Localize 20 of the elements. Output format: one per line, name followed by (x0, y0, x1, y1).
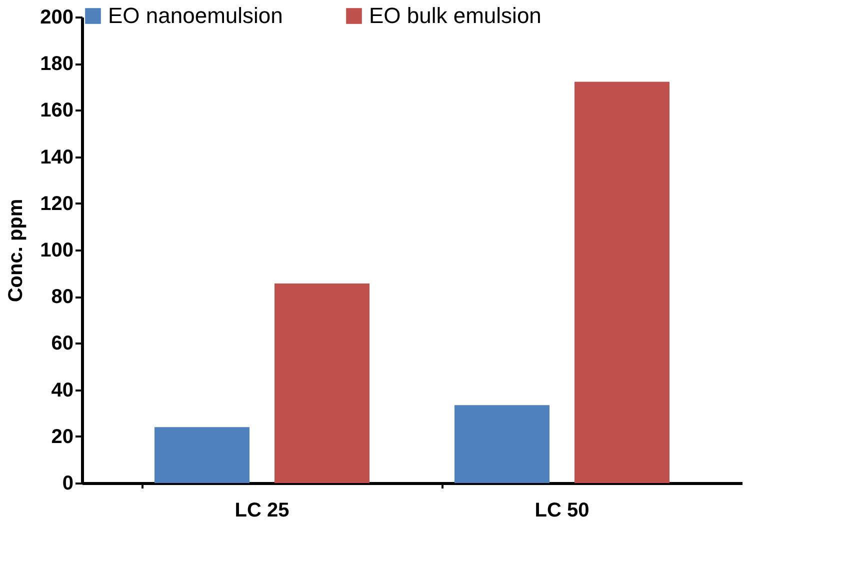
legend-label: EO bulk emulsion (369, 3, 542, 28)
y-tick-label: 180 (40, 53, 74, 76)
y-axis-title: Conc. ppm (5, 198, 28, 302)
x-tick-label: LC 50 (534, 500, 590, 522)
y-tick-label: 60 (51, 332, 74, 355)
y-tick-label: 100 (40, 240, 74, 262)
y-tick-label: 0 (62, 472, 74, 494)
bar (574, 82, 670, 483)
y-tick-label: 160 (40, 100, 74, 122)
y-tick-label: 20 (51, 426, 74, 448)
y-tick-label: 120 (40, 192, 74, 215)
bar (274, 284, 370, 483)
y-tick-label: 40 (51, 379, 74, 402)
x-tick-label: LC 25 (234, 500, 290, 522)
y-tick-label: 140 (40, 146, 74, 168)
y-tick-label: 80 (51, 286, 74, 308)
bar (154, 427, 250, 483)
y-tick-label: 200 (40, 6, 74, 28)
bar (454, 405, 550, 483)
legend-label: EO nanoemulsion (108, 3, 283, 28)
